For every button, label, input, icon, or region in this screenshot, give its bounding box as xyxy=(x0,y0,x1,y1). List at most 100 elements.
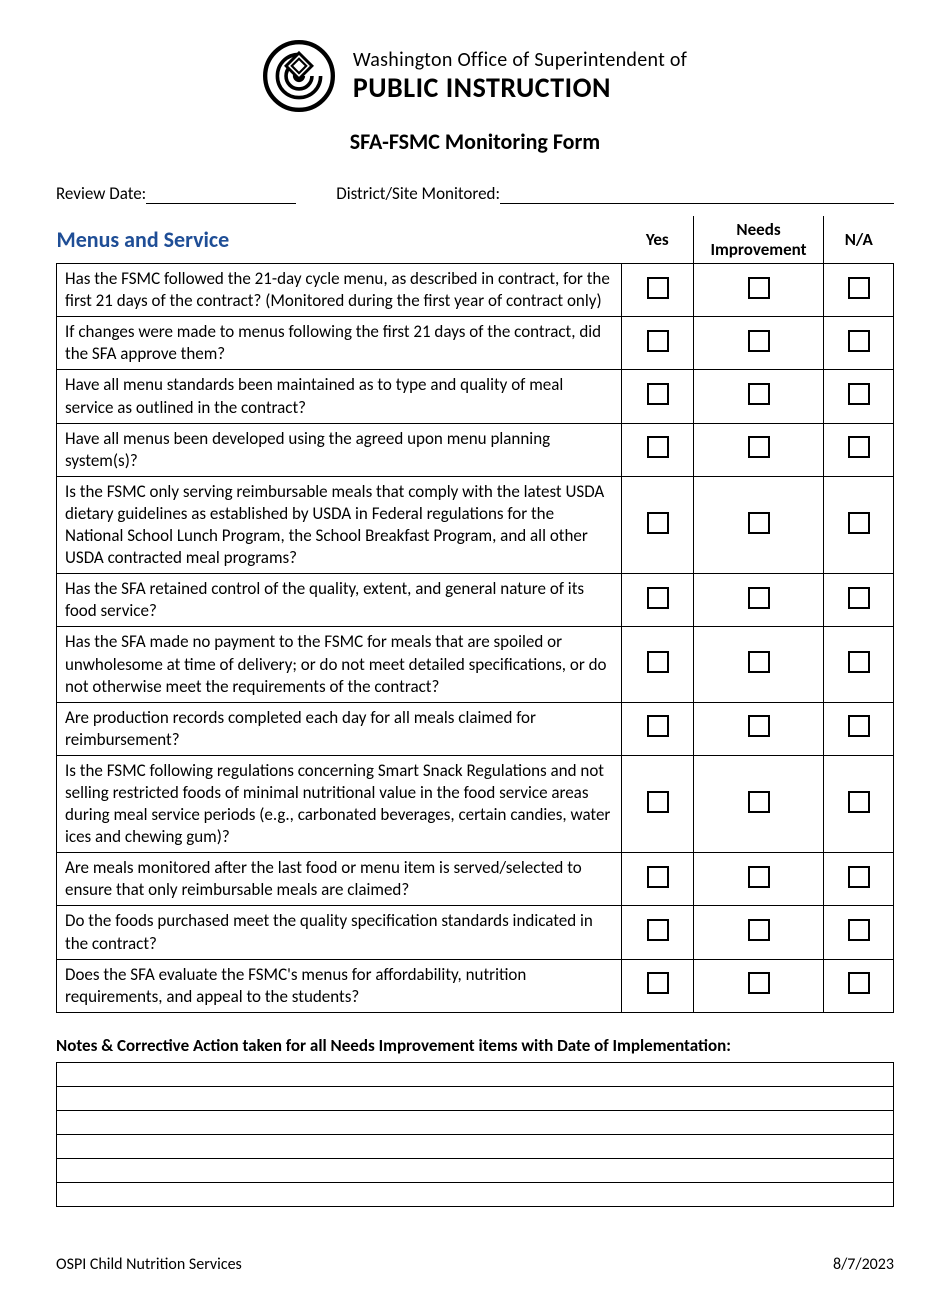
checkbox-na[interactable] xyxy=(848,972,870,994)
checkbox-yes[interactable] xyxy=(647,277,669,299)
checkbox-cell-na xyxy=(824,959,894,1012)
checkbox-cell-yes xyxy=(622,574,694,627)
checkbox-yes[interactable] xyxy=(647,715,669,737)
review-date-input[interactable] xyxy=(146,185,296,204)
checkbox-na[interactable] xyxy=(848,277,870,299)
checkbox-na[interactable] xyxy=(848,651,870,673)
checkbox-cell-yes xyxy=(622,317,694,370)
footer-right: 8/7/2023 xyxy=(833,1255,894,1274)
checkbox-needs[interactable] xyxy=(748,715,770,737)
checkbox-yes[interactable] xyxy=(647,587,669,609)
checkbox-cell-needs xyxy=(694,755,824,852)
checkbox-cell-needs xyxy=(694,476,824,573)
footer-left: OSPI Child Nutrition Services xyxy=(56,1255,242,1274)
notes-line[interactable] xyxy=(57,1134,894,1158)
checkbox-cell-yes xyxy=(622,906,694,959)
checkbox-na[interactable] xyxy=(848,512,870,534)
checkbox-cell-yes xyxy=(622,370,694,423)
checkbox-cell-yes xyxy=(622,423,694,476)
checkbox-cell-needs xyxy=(694,906,824,959)
logo-title-row: Washington Office of Superintendent of P… xyxy=(263,40,687,112)
checkbox-na[interactable] xyxy=(848,919,870,941)
checkbox-cell-needs xyxy=(694,317,824,370)
checkbox-cell-needs xyxy=(694,370,824,423)
checkbox-yes[interactable] xyxy=(647,866,669,888)
form-title: SFA-FSMC Monitoring Form xyxy=(56,128,894,155)
org-text: Washington Office of Superintendent of P… xyxy=(353,48,687,105)
question-row: Are meals monitored after the last food … xyxy=(57,853,894,906)
notes-line[interactable] xyxy=(57,1110,894,1134)
checkbox-cell-yes xyxy=(622,476,694,573)
district-field: District/Site Monitored: xyxy=(336,183,894,204)
checkbox-needs[interactable] xyxy=(748,791,770,813)
checkbox-na[interactable] xyxy=(848,330,870,352)
question-row: Does the SFA evaluate the FSMC's menus f… xyxy=(57,959,894,1012)
checkbox-cell-needs xyxy=(694,627,824,702)
checkbox-cell-yes xyxy=(622,755,694,852)
page: Washington Office of Superintendent of P… xyxy=(0,0,950,1304)
checkbox-needs[interactable] xyxy=(748,866,770,888)
checkbox-cell-na xyxy=(824,476,894,573)
checkbox-yes[interactable] xyxy=(647,512,669,534)
col-needs: Needs Improvement xyxy=(694,216,824,264)
checkbox-na[interactable] xyxy=(848,436,870,458)
checkbox-cell-na xyxy=(824,853,894,906)
question-row: Has the SFA made no payment to the FSMC … xyxy=(57,627,894,702)
checkbox-needs[interactable] xyxy=(748,330,770,352)
question-row: Have all menus been developed using the … xyxy=(57,423,894,476)
checkbox-yes[interactable] xyxy=(647,651,669,673)
district-label: District/Site Monitored: xyxy=(336,183,500,204)
question-row: Have all menu standards been maintained … xyxy=(57,370,894,423)
question-row: Do the foods purchased meet the quality … xyxy=(57,906,894,959)
question-text: Have all menu standards been maintained … xyxy=(57,370,622,423)
review-date-label: Review Date: xyxy=(56,183,146,204)
col-na: N/A xyxy=(824,216,894,264)
checkbox-yes[interactable] xyxy=(647,330,669,352)
checkbox-na[interactable] xyxy=(848,383,870,405)
checkbox-na[interactable] xyxy=(848,866,870,888)
checkbox-cell-na xyxy=(824,317,894,370)
checkbox-needs[interactable] xyxy=(748,277,770,299)
checkbox-na[interactable] xyxy=(848,715,870,737)
notes-line[interactable] xyxy=(57,1062,894,1086)
checkbox-cell-needs xyxy=(694,702,824,755)
checkbox-yes[interactable] xyxy=(647,919,669,941)
question-text: Is the FSMC only serving reimbursable me… xyxy=(57,476,622,573)
footer: OSPI Child Nutrition Services 8/7/2023 xyxy=(56,1255,894,1274)
checkbox-yes[interactable] xyxy=(647,383,669,405)
question-text: Do the foods purchased meet the quality … xyxy=(57,906,622,959)
question-text: Has the SFA retained control of the qual… xyxy=(57,574,622,627)
org-line1: Washington Office of Superintendent of xyxy=(353,48,687,72)
checkbox-cell-yes xyxy=(622,853,694,906)
checkbox-cell-na xyxy=(824,627,894,702)
checkbox-needs[interactable] xyxy=(748,972,770,994)
checkbox-yes[interactable] xyxy=(647,791,669,813)
checkbox-cell-na xyxy=(824,423,894,476)
checkbox-needs[interactable] xyxy=(748,651,770,673)
checkbox-cell-yes xyxy=(622,702,694,755)
questions-table: Menus and Service Yes Needs Improvement … xyxy=(56,216,894,1013)
ospi-logo-icon xyxy=(263,40,335,112)
checkbox-needs[interactable] xyxy=(748,512,770,534)
notes-heading: Notes & Corrective Action taken for all … xyxy=(56,1035,894,1056)
checkbox-needs[interactable] xyxy=(748,436,770,458)
question-row: Has the FSMC followed the 21-day cycle m… xyxy=(57,264,894,317)
checkbox-na[interactable] xyxy=(848,791,870,813)
checkbox-needs[interactable] xyxy=(748,383,770,405)
checkbox-yes[interactable] xyxy=(647,972,669,994)
district-input[interactable] xyxy=(500,185,894,204)
checkbox-cell-na xyxy=(824,370,894,423)
checkbox-needs[interactable] xyxy=(748,587,770,609)
checkbox-yes[interactable] xyxy=(647,436,669,458)
notes-line[interactable] xyxy=(57,1086,894,1110)
checkbox-cell-na xyxy=(824,755,894,852)
checkbox-cell-yes xyxy=(622,959,694,1012)
notes-line[interactable] xyxy=(57,1182,894,1206)
notes-line[interactable] xyxy=(57,1158,894,1182)
checkbox-na[interactable] xyxy=(848,587,870,609)
question-row: Is the FSMC following regulations concer… xyxy=(57,755,894,852)
checkbox-cell-na xyxy=(824,574,894,627)
question-row: Has the SFA retained control of the qual… xyxy=(57,574,894,627)
question-text: If changes were made to menus following … xyxy=(57,317,622,370)
checkbox-needs[interactable] xyxy=(748,919,770,941)
